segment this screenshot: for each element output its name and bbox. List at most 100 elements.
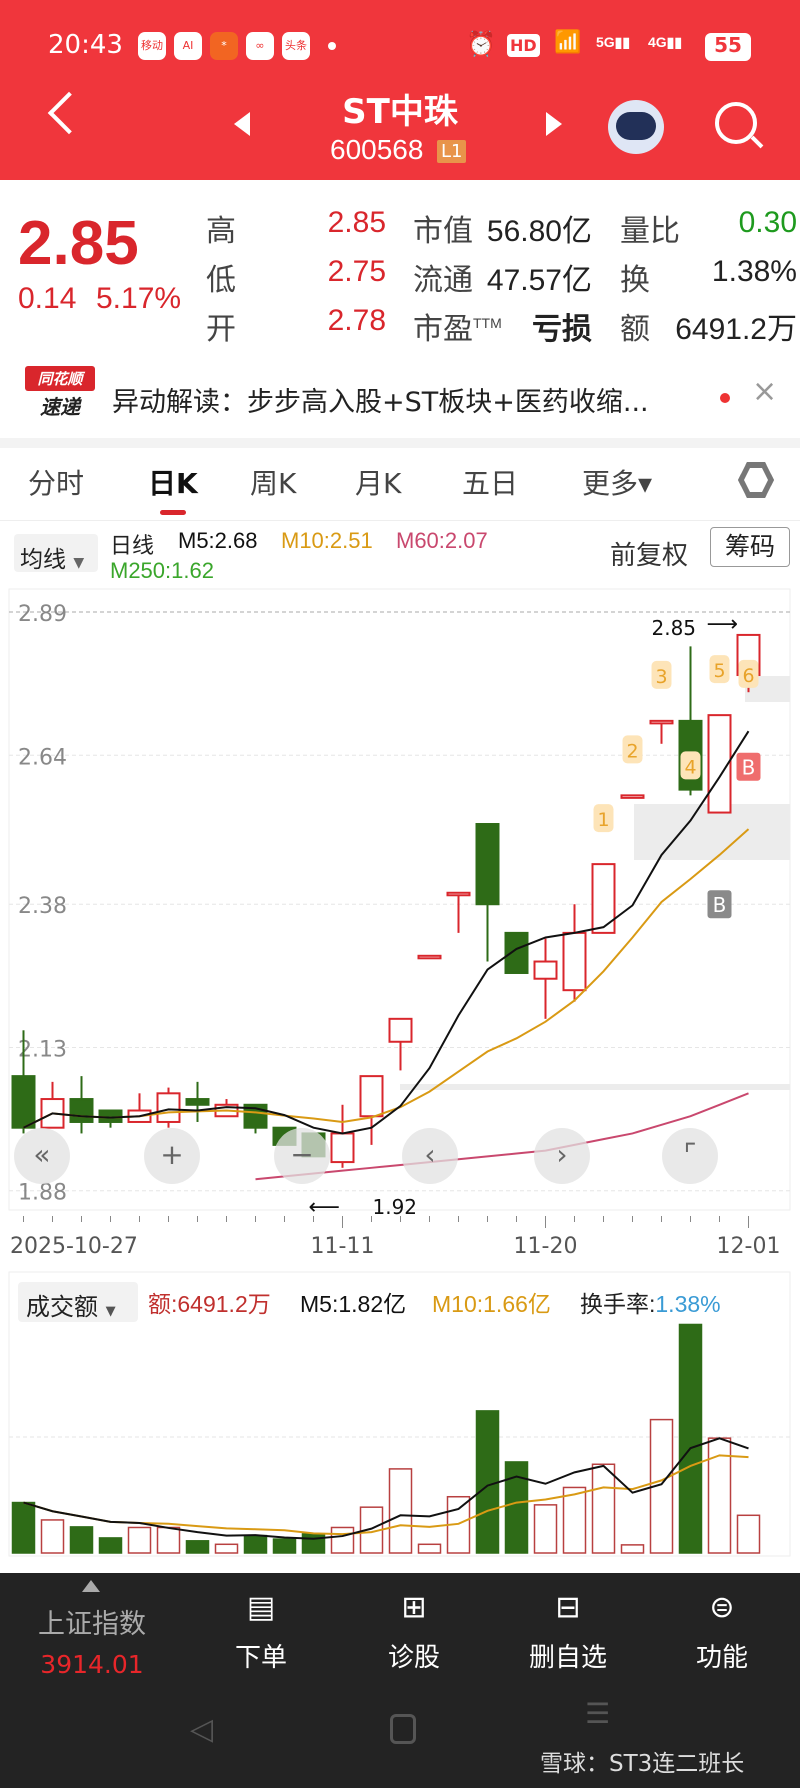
quote-label: 市值 [413, 215, 473, 248]
candle-body [591, 863, 616, 934]
wifi-icon: 📶 [554, 30, 582, 55]
candle-body [475, 823, 500, 906]
tab-5[interactable]: 更多▾ [582, 467, 653, 500]
x-tick-label: 12-01 [717, 1234, 781, 1259]
candle-body [388, 1017, 413, 1043]
tab-0[interactable]: 分时 [28, 467, 85, 500]
last-price: 2.85 [18, 209, 139, 278]
status-time: 20:43 [48, 30, 123, 60]
zoom-out-icon[interactable]: − [274, 1128, 330, 1184]
chips-button[interactable]: 筹码 [710, 527, 790, 567]
low-marker: 1.92 [373, 1195, 418, 1219]
scroll-left-icon[interactable]: ‹ [402, 1128, 458, 1184]
y-tick-label: 2.38 [18, 894, 67, 919]
prev-stock-icon[interactable] [234, 112, 250, 136]
tab-3[interactable]: 月K [355, 467, 402, 500]
nav-menu-icon[interactable]: ☰ [585, 1697, 611, 1730]
nav-back-icon[interactable]: ◁ [190, 1712, 214, 1747]
bottom-bar [0, 1573, 800, 1788]
candle-body [562, 931, 587, 992]
volume-bar [330, 1526, 355, 1554]
ma-selector-label: 均线 [20, 547, 66, 573]
kline-chart[interactable]: 2.89 2.64 2.38 2.13 1.88 1 2 3 4 5 6 B B 2.85 ⟶ 1.92 ⟵ 20… [0, 580, 800, 1270]
buy-marker-label: B [742, 756, 756, 780]
stock-code: 600568 [330, 134, 424, 165]
ma10-label: M10:2.51 [281, 528, 373, 553]
signal-badge [651, 660, 672, 689]
volume-bar [533, 1504, 558, 1554]
volume-indicator-selector[interactable]: 成交额 ▼ [18, 1282, 138, 1322]
dot-icon [328, 42, 336, 50]
signal-label: 6 [742, 665, 754, 687]
candle-body [504, 931, 529, 974]
chevron-down-icon: ▼ [73, 555, 85, 571]
y-tick-label: 1.88 [18, 1181, 67, 1206]
index-name[interactable]: 上证指数 [38, 1609, 146, 1640]
nav-diagnose[interactable]: 诊股 [387, 1643, 440, 1673]
news-headline[interactable]: 异动解读：步步高入股+ST板块+医药收缩... [112, 387, 649, 418]
close-icon[interactable]: × [752, 374, 778, 409]
next-stock-icon[interactable] [546, 112, 562, 136]
signal-label: 2 [626, 740, 638, 762]
volume-bar [127, 1526, 152, 1554]
scroll-start-icon[interactable]: « [14, 1128, 70, 1184]
fullscreen-icon[interactable]: ⌜ [662, 1128, 718, 1184]
ths-news-logo: 同花顺 速递 [25, 366, 95, 426]
x-tick-label: 2025-10-27 [10, 1234, 138, 1259]
signal-label: 4 [684, 756, 696, 778]
search-icon[interactable] [715, 102, 757, 144]
volume-bar [243, 1534, 268, 1554]
volume-bar [11, 1501, 36, 1554]
remove-watchlist-icon: ⊟ [555, 1590, 581, 1625]
nav-home-icon[interactable] [390, 1714, 416, 1744]
adjust-toggle[interactable]: 前复权 [610, 541, 689, 571]
high-marker: 2.85 [652, 616, 697, 640]
ma-selector[interactable]: 均线 ▼ [14, 534, 98, 573]
volume-bar [620, 1544, 645, 1554]
divider [0, 520, 800, 521]
pressure-zone [400, 1084, 790, 1090]
nav-remove-watchlist[interactable]: 删自选 [528, 1643, 607, 1673]
quote-label: 量比 [620, 215, 680, 248]
diagnose-icon: ⊞ [401, 1590, 427, 1625]
volume-bar [69, 1526, 94, 1554]
volume-m5: M5:1.82亿 [300, 1291, 407, 1317]
functions-icon: ⊜ [709, 1590, 735, 1625]
nav-functions[interactable]: 功能 [695, 1643, 748, 1673]
period-label: 日线 [110, 533, 155, 558]
candle-body [156, 1092, 181, 1123]
candle-body [359, 1075, 384, 1118]
signal-label: 5 [713, 660, 725, 682]
price-change: 0.14 [18, 282, 77, 315]
signal-5g-icon: 5G▮▮ [596, 34, 631, 50]
watermark: 雪球：ST3连二班长 [540, 1751, 745, 1777]
unread-dot [720, 393, 730, 403]
candle-body [649, 719, 674, 725]
volume-bar [475, 1410, 500, 1554]
index-value: 3914.01 [40, 1650, 144, 1679]
tab-2[interactable]: 周K [250, 467, 297, 500]
quote-value: 亏损 [532, 313, 592, 346]
volume-bar [388, 1468, 413, 1554]
tab-1[interactable]: 日K [148, 467, 198, 500]
volume-title: 成交额 [26, 1293, 98, 1321]
app-icon: AI [174, 32, 202, 60]
expand-up-icon[interactable] [82, 1580, 100, 1592]
volume-bar [185, 1540, 210, 1554]
chevron-down-icon: ▼ [105, 1304, 116, 1319]
turnover-value: 1.38% [655, 1291, 721, 1317]
volume-bar [40, 1519, 65, 1554]
candle-body [185, 1098, 210, 1106]
zoom-in-icon[interactable]: + [144, 1128, 200, 1184]
tab-4[interactable]: 五日 [462, 467, 519, 500]
alarm-icon: ⏰ [466, 30, 496, 58]
quote-value: 47.57亿 [486, 264, 592, 297]
robot-assistant-icon[interactable] [608, 100, 664, 154]
quote-label: 高 [206, 215, 236, 248]
nav-order[interactable]: 下单 [234, 1643, 287, 1673]
scroll-right-icon[interactable]: › [534, 1128, 590, 1184]
settings-icon[interactable] [738, 462, 774, 498]
arrow-right-icon: ⟶ [707, 612, 739, 637]
quote-value: 2.75 [327, 255, 386, 288]
volume-bar [504, 1461, 529, 1554]
